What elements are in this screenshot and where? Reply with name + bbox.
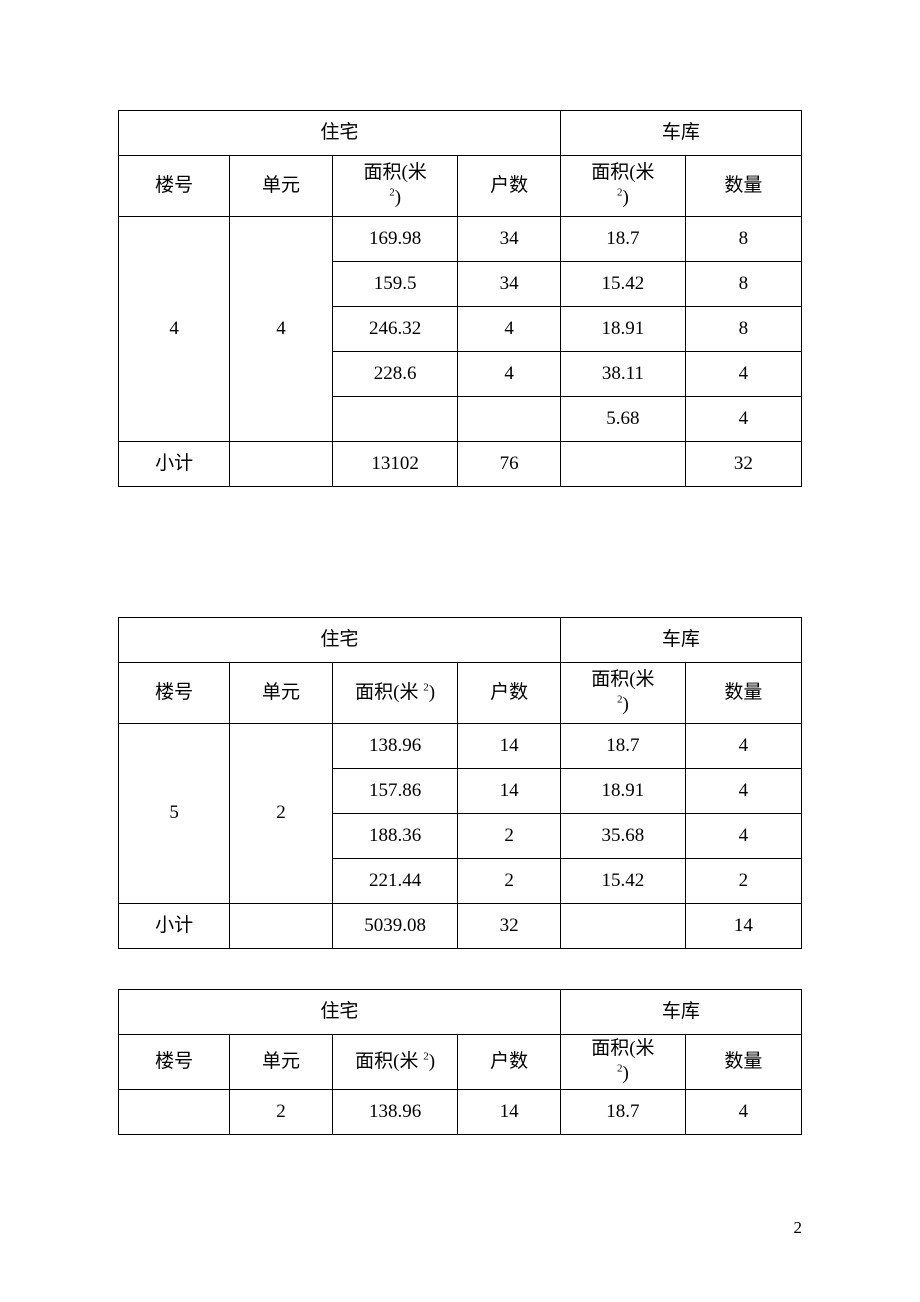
cell-g-area: 15.42	[560, 262, 685, 307]
header-unit: 单元	[230, 663, 332, 724]
header-unit: 单元	[230, 156, 332, 217]
page-number: 2	[794, 1218, 803, 1238]
header-residence: 住宅	[119, 111, 561, 156]
cell-g-count: 4	[685, 724, 801, 769]
cell-subtotal-label: 小计	[119, 442, 230, 487]
cell-r-area: 228.6	[332, 352, 458, 397]
cell-g-area: 5.68	[560, 397, 685, 442]
cell-r-area	[332, 397, 458, 442]
header-unit: 单元	[230, 1035, 332, 1090]
cell-r-count: 34	[458, 262, 560, 307]
cell-r-count: 14	[458, 1090, 560, 1135]
cell-g-count: 4	[685, 397, 801, 442]
cell-g-count: 4	[685, 1090, 801, 1135]
cell-subtotal-r-area: 13102	[332, 442, 458, 487]
cell-g-area: 35.68	[560, 814, 685, 859]
header-garage-area: 面积(米2)	[560, 1035, 685, 1090]
header-quantity: 数量	[685, 1035, 801, 1090]
header-residence-area: 面积(米 2)	[332, 663, 458, 724]
cell-g-count: 8	[685, 307, 801, 352]
cell-g-count: 4	[685, 814, 801, 859]
cell-r-count: 14	[458, 724, 560, 769]
cell-unit: 2	[230, 724, 332, 904]
header-garage: 车库	[560, 111, 801, 156]
cell-r-area: 138.96	[332, 724, 458, 769]
cell-r-count: 4	[458, 352, 560, 397]
header-quantity: 数量	[685, 156, 801, 217]
cell-g-count: 4	[685, 352, 801, 397]
cell-empty	[230, 442, 332, 487]
cell-g-area: 18.7	[560, 217, 685, 262]
cell-subtotal-r-area: 5039.08	[332, 904, 458, 949]
header-garage: 车库	[560, 990, 801, 1035]
building-table-5: 住宅 车库 楼号 单元 面积(米 2) 户数 面积(米2) 数量 5 2 138…	[118, 617, 802, 949]
building-table-next: 住宅 车库 楼号 单元 面积(米 2) 户数 面积(米2) 数量 2 138.9…	[118, 989, 802, 1135]
header-garage-area: 面积(米2)	[560, 663, 685, 724]
cell-unit: 2	[230, 1090, 332, 1135]
cell-subtotal-r-count: 76	[458, 442, 560, 487]
header-garage-area: 面积(米2)	[560, 156, 685, 217]
cell-g-area: 15.42	[560, 859, 685, 904]
cell-g-count: 2	[685, 859, 801, 904]
header-residence-area: 面积(米 2)	[332, 1035, 458, 1090]
cell-g-count: 8	[685, 262, 801, 307]
header-households: 户数	[458, 663, 560, 724]
cell-g-count: 4	[685, 769, 801, 814]
cell-r-area: 246.32	[332, 307, 458, 352]
header-building-no: 楼号	[119, 1035, 230, 1090]
cell-subtotal-r-count: 32	[458, 904, 560, 949]
cell-g-area: 18.91	[560, 769, 685, 814]
cell-r-count: 14	[458, 769, 560, 814]
header-residence: 住宅	[119, 618, 561, 663]
cell-subtotal-g-count: 14	[685, 904, 801, 949]
cell-g-area: 38.11	[560, 352, 685, 397]
cell-r-count: 2	[458, 859, 560, 904]
cell-r-area: 157.86	[332, 769, 458, 814]
header-residence-area: 面积(米2)	[332, 156, 458, 217]
cell-r-count: 4	[458, 307, 560, 352]
cell-r-count: 2	[458, 814, 560, 859]
cell-r-count: 34	[458, 217, 560, 262]
cell-subtotal-label: 小计	[119, 904, 230, 949]
cell-building: 5	[119, 724, 230, 904]
cell-subtotal-g-count: 32	[685, 442, 801, 487]
cell-unit: 4	[230, 217, 332, 442]
cell-empty	[230, 904, 332, 949]
cell-g-area: 18.7	[560, 1090, 685, 1135]
header-quantity: 数量	[685, 663, 801, 724]
header-households: 户数	[458, 1035, 560, 1090]
header-building-no: 楼号	[119, 663, 230, 724]
building-table-4: 住宅 车库 楼号 单元 面积(米2) 户数 面积(米2) 数量 4 4 169.…	[118, 110, 802, 487]
cell-building: 4	[119, 217, 230, 442]
cell-building	[119, 1090, 230, 1135]
cell-g-area: 18.91	[560, 307, 685, 352]
header-residence: 住宅	[119, 990, 561, 1035]
cell-r-area: 221.44	[332, 859, 458, 904]
header-households: 户数	[458, 156, 560, 217]
cell-r-area: 138.96	[332, 1090, 458, 1135]
cell-r-count	[458, 397, 560, 442]
cell-subtotal-g-area	[560, 442, 685, 487]
cell-r-area: 159.5	[332, 262, 458, 307]
header-garage: 车库	[560, 618, 801, 663]
header-building-no: 楼号	[119, 156, 230, 217]
cell-r-area: 169.98	[332, 217, 458, 262]
cell-r-area: 188.36	[332, 814, 458, 859]
cell-subtotal-g-area	[560, 904, 685, 949]
cell-g-count: 8	[685, 217, 801, 262]
cell-g-area: 18.7	[560, 724, 685, 769]
